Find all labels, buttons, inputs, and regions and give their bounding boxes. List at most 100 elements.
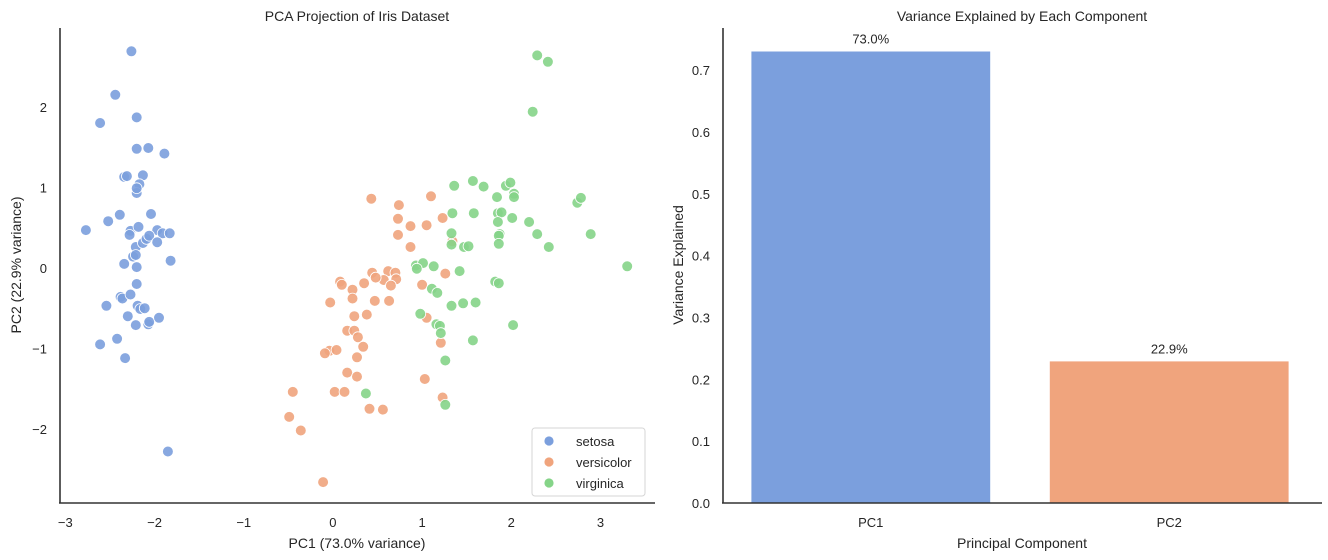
point-virginica bbox=[414, 307, 427, 320]
point-setosa bbox=[145, 208, 157, 220]
point-setosa bbox=[132, 221, 145, 233]
bar-chart-title: Variance Explained by Each Component bbox=[897, 8, 1147, 24]
point-versicolor bbox=[365, 192, 378, 205]
point-virginica bbox=[462, 240, 475, 253]
point-virginica bbox=[542, 241, 555, 253]
point-setosa bbox=[143, 316, 156, 328]
point-virginica bbox=[491, 191, 503, 203]
point-versicolor bbox=[352, 331, 364, 344]
scatter-points bbox=[80, 45, 633, 488]
point-virginica bbox=[439, 354, 452, 367]
point-virginica bbox=[477, 180, 490, 193]
point-virginica bbox=[531, 228, 543, 240]
scatter-x-tick-label: 0 bbox=[329, 515, 336, 530]
point-versicolor bbox=[369, 271, 382, 284]
point-versicolor bbox=[324, 296, 337, 309]
scatter-panel: PCA Projection of Iris Dataset −3 −2 −1 0 1 2… bbox=[8, 8, 655, 551]
point-versicolor bbox=[392, 213, 404, 225]
scatter-x-tick-label: −2 bbox=[147, 515, 162, 530]
point-versicolor bbox=[317, 476, 329, 488]
point-setosa bbox=[158, 147, 171, 160]
scatter-x-tick-label: −1 bbox=[236, 515, 251, 530]
point-versicolor bbox=[392, 229, 404, 241]
point-versicolor bbox=[363, 402, 376, 415]
point-virginica bbox=[439, 398, 452, 411]
point-setosa bbox=[130, 143, 143, 155]
point-setosa bbox=[138, 302, 151, 315]
point-virginica bbox=[504, 176, 517, 189]
point-versicolor bbox=[420, 219, 433, 232]
point-virginica bbox=[434, 327, 447, 339]
bar-y-axis-label: Variance Explained bbox=[670, 205, 686, 325]
point-virginica bbox=[507, 319, 519, 331]
bars: 73.0% 22.9% bbox=[751, 32, 1289, 503]
bar-y-tick-label: 0.3 bbox=[692, 310, 710, 325]
point-setosa bbox=[111, 332, 123, 345]
point-versicolor bbox=[330, 344, 343, 356]
point-versicolor bbox=[360, 308, 373, 321]
point-versicolor bbox=[425, 190, 437, 203]
bar-y-tick-label: 0.7 bbox=[692, 63, 710, 78]
point-virginica bbox=[427, 260, 440, 273]
point-virginica bbox=[410, 262, 423, 275]
scatter-y-tick-label: 0 bbox=[40, 261, 47, 276]
scatter-x-axis-label: PC1 (73.0% variance) bbox=[289, 535, 426, 551]
point-versicolor bbox=[346, 292, 359, 305]
bar-y-tick-label: 0.2 bbox=[692, 372, 710, 387]
point-virginica bbox=[467, 334, 479, 347]
bar-pc2 bbox=[1049, 361, 1289, 503]
bar-x-axis-label: Principal Component bbox=[957, 535, 1087, 551]
point-setosa bbox=[130, 319, 142, 331]
point-versicolor bbox=[436, 212, 449, 224]
point-virginica bbox=[469, 296, 482, 309]
point-versicolor bbox=[348, 310, 361, 323]
point-versicolor bbox=[319, 347, 331, 360]
point-setosa bbox=[121, 170, 133, 182]
bar-pc1 bbox=[751, 51, 991, 503]
point-versicolor bbox=[351, 370, 363, 383]
point-setosa bbox=[130, 111, 143, 124]
scatter-y-tick-label: 2 bbox=[40, 100, 47, 115]
point-virginica bbox=[431, 287, 444, 299]
legend-frame bbox=[531, 427, 646, 497]
point-setosa bbox=[114, 209, 126, 221]
point-setosa bbox=[130, 278, 143, 290]
point-virginica bbox=[446, 207, 459, 220]
point-setosa bbox=[164, 254, 177, 267]
point-versicolor bbox=[335, 278, 348, 291]
point-virginica bbox=[467, 207, 480, 220]
point-versicolor bbox=[338, 386, 351, 398]
point-setosa bbox=[118, 258, 130, 270]
point-virginica bbox=[495, 206, 508, 219]
point-virginica bbox=[492, 238, 505, 250]
point-setosa bbox=[94, 117, 106, 129]
point-setosa bbox=[163, 227, 176, 240]
point-setosa bbox=[125, 45, 138, 58]
point-versicolor bbox=[416, 278, 428, 291]
scatter-x-tick-label: −3 bbox=[58, 515, 73, 530]
point-versicolor bbox=[404, 241, 417, 253]
point-setosa bbox=[130, 249, 142, 261]
point-virginica bbox=[542, 55, 554, 68]
point-virginica bbox=[506, 212, 519, 224]
point-versicolor bbox=[294, 424, 307, 437]
point-versicolor bbox=[434, 336, 447, 349]
point-setosa bbox=[130, 182, 143, 195]
point-versicolor bbox=[393, 199, 405, 211]
point-setosa bbox=[122, 310, 134, 323]
point-setosa bbox=[162, 445, 174, 458]
bar-y-tick-label: 0.5 bbox=[692, 187, 710, 202]
scatter-title: PCA Projection of Iris Dataset bbox=[265, 8, 450, 24]
point-setosa bbox=[153, 311, 165, 324]
point-virginica bbox=[467, 175, 479, 187]
point-virginica bbox=[526, 105, 539, 118]
point-setosa bbox=[143, 229, 156, 242]
point-virginica bbox=[492, 277, 505, 290]
bar-y-tick-label: 0.4 bbox=[692, 249, 710, 264]
scatter-x-ticks: −3 −2 −1 0 1 2 3 bbox=[58, 515, 604, 530]
legend-marker-versicolor bbox=[544, 457, 554, 467]
point-setosa bbox=[109, 89, 122, 101]
point-virginica bbox=[575, 192, 587, 204]
bar-y-tick-label: 0.0 bbox=[692, 496, 710, 511]
